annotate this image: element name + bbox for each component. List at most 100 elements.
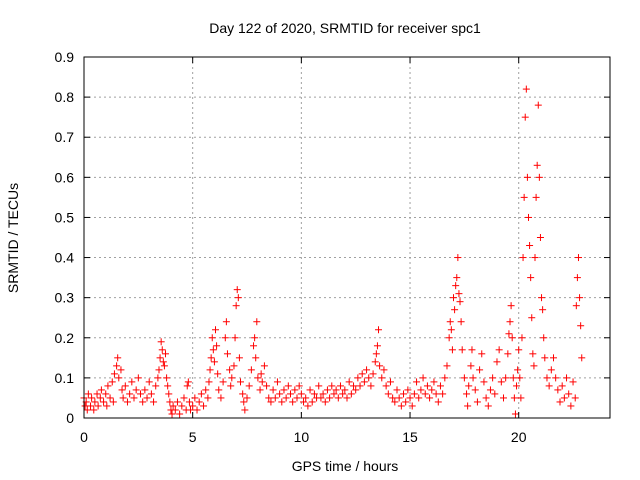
data-point — [352, 386, 360, 394]
data-point — [467, 362, 475, 370]
data-point — [145, 378, 153, 386]
x-tick-label: 20 — [511, 429, 527, 445]
data-point — [395, 394, 403, 402]
data-point — [563, 374, 571, 382]
data-point — [104, 382, 112, 390]
data-point — [432, 390, 440, 398]
data-point — [108, 378, 116, 386]
plot-frame — [83, 56, 611, 419]
data-point — [217, 394, 225, 402]
data-point — [428, 386, 436, 394]
data-point — [209, 346, 217, 354]
data-point — [103, 402, 111, 410]
data-point — [404, 386, 412, 394]
data-point — [484, 402, 492, 410]
data-point — [189, 402, 197, 410]
data-point — [339, 390, 347, 398]
data-point — [102, 390, 110, 398]
data-point — [134, 374, 142, 382]
data-point — [531, 254, 539, 262]
data-point — [499, 394, 507, 402]
data-point — [206, 366, 214, 374]
data-point — [258, 378, 266, 386]
data-point — [534, 101, 542, 109]
data-point — [147, 390, 155, 398]
data-point — [284, 382, 292, 390]
data-point — [464, 402, 472, 410]
data-point — [157, 338, 165, 346]
data-point — [517, 394, 525, 402]
x-tick-label: 0 — [80, 429, 88, 445]
data-point — [236, 378, 244, 386]
data-point — [491, 390, 499, 398]
data-point — [197, 390, 205, 398]
data-point — [90, 406, 98, 414]
data-point — [471, 386, 479, 394]
data-point — [152, 382, 160, 390]
data-point — [400, 390, 408, 398]
data-point — [397, 402, 405, 410]
data-point — [369, 370, 377, 378]
data-point — [228, 374, 236, 382]
data-point — [560, 394, 568, 402]
ticks-layer: 0 0.1 0.2 0.3 0.4 0.5 0.6 0.7 0.8 0.9 0 5 10 15 20 — [55, 49, 610, 445]
data-point — [415, 394, 423, 402]
data-point — [200, 402, 208, 410]
data-point — [528, 314, 536, 322]
y-tick-label: 0.4 — [55, 250, 75, 266]
data-point — [508, 334, 516, 342]
data-point — [213, 342, 221, 350]
data-point — [413, 378, 421, 386]
data-point — [256, 386, 264, 394]
data-point — [436, 382, 444, 390]
data-point — [128, 378, 136, 386]
y-tick-label: 0.7 — [55, 129, 75, 145]
data-point — [577, 322, 585, 330]
data-point — [156, 354, 164, 362]
data-point — [380, 366, 388, 374]
data-point — [185, 398, 193, 406]
data-point — [137, 390, 145, 398]
data-point — [516, 374, 524, 382]
data-point — [522, 85, 530, 93]
data-point — [235, 354, 243, 362]
data-point — [178, 402, 186, 410]
data-point — [243, 394, 251, 402]
data-point — [574, 254, 582, 262]
data-point — [554, 386, 562, 394]
data-point — [421, 390, 429, 398]
data-point — [163, 374, 171, 382]
data-point — [286, 390, 294, 398]
data-point — [193, 406, 201, 414]
data-point — [252, 354, 260, 362]
data-point — [536, 234, 544, 241]
data-point — [154, 374, 162, 382]
data-point — [347, 390, 355, 398]
data-point — [384, 390, 392, 398]
data-point — [180, 394, 188, 402]
data-point — [451, 306, 459, 314]
data-point — [168, 410, 176, 418]
data-point — [365, 374, 373, 382]
data-point — [162, 350, 170, 358]
data-point — [468, 346, 476, 354]
data-point — [519, 254, 527, 262]
data-point — [439, 390, 447, 398]
data-point — [506, 318, 514, 326]
data-point — [214, 370, 222, 378]
data-point — [208, 334, 216, 342]
data-point — [94, 402, 102, 410]
data-point — [267, 398, 275, 406]
data-point — [443, 362, 451, 370]
data-point — [330, 390, 338, 398]
data-point — [504, 350, 512, 358]
data-point — [171, 406, 179, 414]
data-point — [558, 382, 566, 390]
data-point — [159, 358, 167, 366]
data-point — [419, 374, 427, 382]
data-point — [260, 362, 268, 370]
data-point — [164, 382, 172, 390]
data-point — [141, 386, 149, 394]
data-point — [96, 394, 104, 402]
